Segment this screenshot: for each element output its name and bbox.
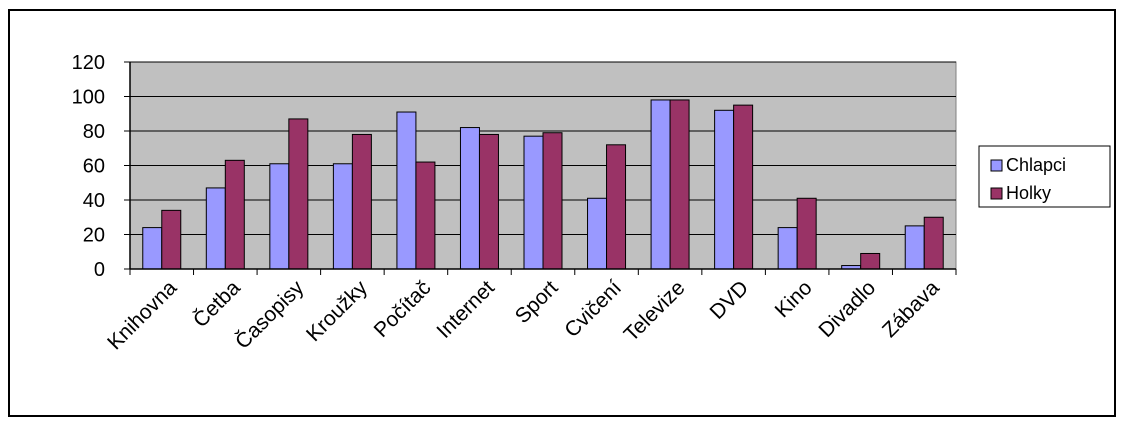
x-tick-label: Cvičení (560, 276, 626, 342)
bar-holky (796, 197, 817, 270)
bar-chlapci (523, 135, 544, 270)
x-tick-label: Divadlo (814, 276, 880, 342)
bar-holky (224, 159, 245, 270)
bar-holky (923, 216, 944, 270)
x-tick-label: Knihovna (103, 276, 181, 354)
bar-chlapci (650, 99, 671, 270)
x-tick-label: Časopisy (231, 276, 309, 354)
y-tick-label: 100 (72, 87, 105, 109)
x-tick-label: Sport (511, 276, 563, 328)
x-tick-label: Kroužky (302, 276, 372, 346)
legend: Chlapci Holky (978, 145, 1111, 208)
bar-holky (161, 209, 182, 270)
y-tick-label: 60 (83, 156, 105, 178)
legend-label-holky: Holky (1006, 183, 1051, 203)
bar-chlapci (587, 197, 608, 270)
bar-chlapci (714, 109, 735, 270)
legend-label-chlapci: Chlapci (1006, 155, 1066, 175)
y-axis-ticks: 0 20 40 60 80 100 120 (72, 52, 130, 281)
y-tick-label: 120 (72, 52, 105, 74)
y-tick-label: 20 (83, 225, 105, 247)
y-tick-label: 0 (94, 259, 105, 281)
x-tick-label: Televize (620, 276, 690, 346)
legend-swatch-holky (990, 187, 1003, 200)
x-tick-label: Internet (432, 276, 499, 343)
bar-chlapci (269, 163, 290, 270)
bar-holky (351, 133, 372, 270)
bar-holky (542, 132, 563, 270)
x-tick-label: Kino (771, 276, 817, 322)
bar-chlapci (332, 163, 353, 270)
bar-holky (733, 104, 754, 270)
y-tick-label: 80 (83, 121, 105, 143)
x-axis-ticks: Knihovna ČetbaČasopisyKroužkyPočítačInter… (103, 269, 957, 354)
legend-swatch-chlapci (990, 159, 1003, 172)
bar-chlapci (142, 227, 163, 270)
x-tick-label: Počítač (370, 276, 436, 342)
bar-holky (860, 252, 881, 270)
bar-chlapci (205, 187, 226, 270)
bar-holky (288, 118, 309, 270)
bar-chlapci (396, 111, 417, 270)
bar-holky (478, 133, 499, 270)
bar-chlapci (904, 225, 925, 270)
bar-chlapci (777, 227, 798, 270)
bar-holky (606, 144, 627, 270)
bar-holky (669, 99, 690, 270)
y-tick-label: 40 (83, 190, 105, 212)
bar-holky (415, 161, 436, 270)
bar-chlapci (459, 127, 480, 270)
x-tick-label: DVD (706, 276, 754, 324)
x-tick-label: Četba (189, 276, 245, 332)
x-tick-label: Zábava (878, 276, 944, 342)
